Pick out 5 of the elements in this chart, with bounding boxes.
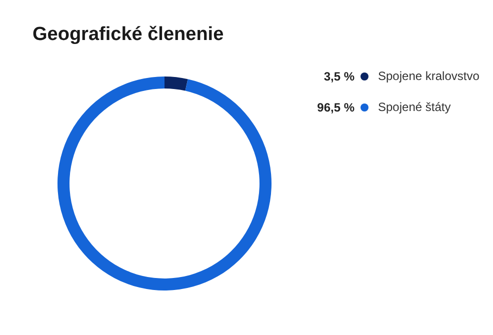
- data-label: 96,5 %: [317, 100, 355, 114]
- chart-title: Geografické členenie: [32, 24, 224, 45]
- legend-label: Spojené štáty: [378, 100, 451, 114]
- data-label: 3,5 %: [324, 70, 355, 84]
- legend-label: Spojene kralovstvo: [378, 69, 480, 83]
